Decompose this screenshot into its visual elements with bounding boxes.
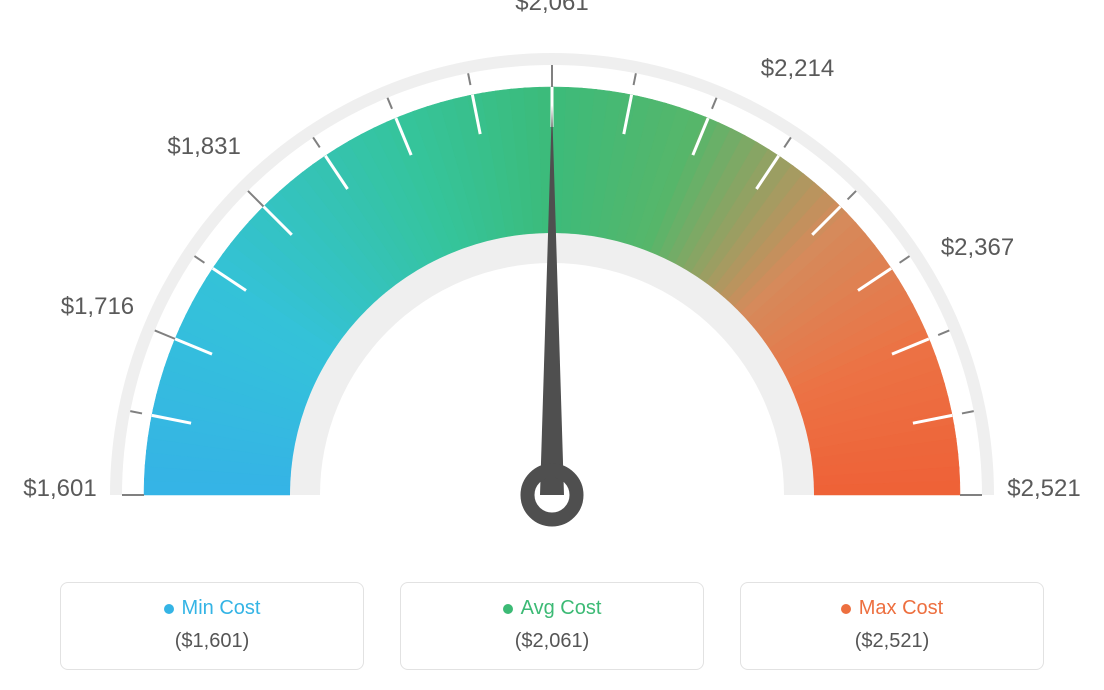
legend-value: ($2,521) <box>761 630 1023 653</box>
tick-label: $1,831 <box>167 133 240 161</box>
tick-label: $2,367 <box>941 234 1014 262</box>
legend-value: ($2,061) <box>421 630 683 653</box>
legend-card-min: Min Cost ($1,601) <box>60 582 364 670</box>
legend-dot-icon <box>164 604 174 614</box>
legend-row: Min Cost ($1,601) Avg Cost ($2,061) Max Cost… <box>0 582 1104 670</box>
legend-title-row: Max Cost <box>761 597 1023 620</box>
tick-label: $1,716 <box>61 293 134 321</box>
legend-card-max: Max Cost ($2,521) <box>740 582 1044 670</box>
gauge-svg <box>0 0 1104 560</box>
legend-card-avg: Avg Cost ($2,061) <box>400 582 704 670</box>
legend-value: ($1,601) <box>81 630 343 653</box>
tick-label: $2,214 <box>761 55 834 83</box>
legend-title: Max Cost <box>859 597 943 620</box>
legend-title: Min Cost <box>182 597 261 620</box>
legend-title-row: Avg Cost <box>421 597 683 620</box>
gauge-chart: $1,601 $1,716 $1,831 $2,061 $2,214 $2,367 $2,5… <box>0 0 1104 560</box>
tick-label: $2,521 <box>1007 475 1080 503</box>
tick-label: $1,601 <box>23 475 96 503</box>
tick-label: $2,061 <box>515 0 588 17</box>
legend-dot-icon <box>841 604 851 614</box>
legend-title: Avg Cost <box>521 597 602 620</box>
legend-dot-icon <box>503 604 513 614</box>
legend-title-row: Min Cost <box>81 597 343 620</box>
